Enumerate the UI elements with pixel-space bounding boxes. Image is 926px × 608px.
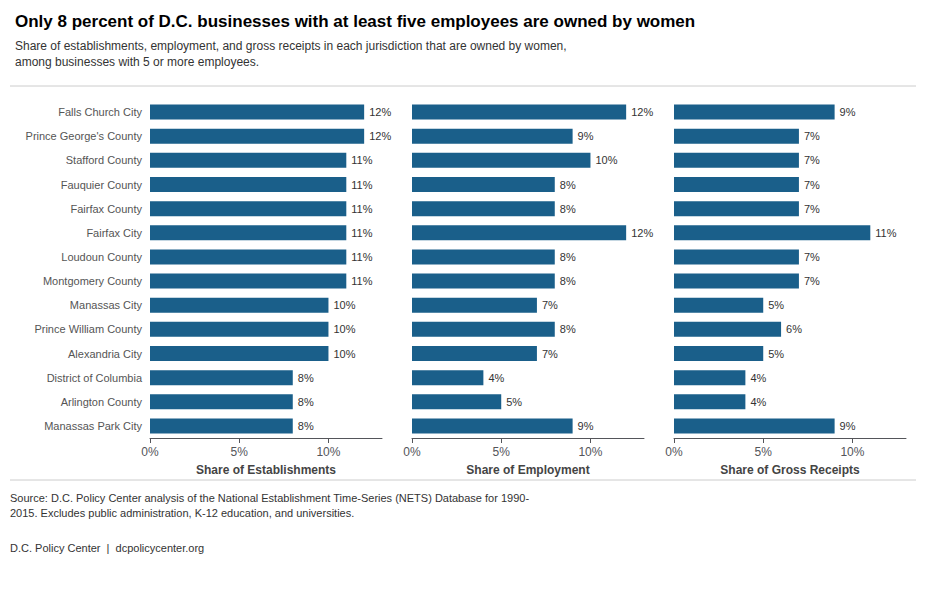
svg-text:12%: 12% <box>369 130 391 142</box>
svg-text:8%: 8% <box>560 275 576 287</box>
svg-text:Loudoun County: Loudoun County <box>61 251 142 263</box>
svg-text:11%: 11% <box>351 154 372 166</box>
svg-text:7%: 7% <box>804 154 820 166</box>
svg-text:Montgomery County: Montgomery County <box>43 275 143 287</box>
svg-text:7%: 7% <box>804 203 820 215</box>
svg-text:12%: 12% <box>631 227 653 239</box>
svg-text:Fairfax City: Fairfax City <box>86 227 142 239</box>
svg-text:7%: 7% <box>542 348 558 360</box>
svg-text:Share of establishments, emplo: Share of establishments, employment, and… <box>15 39 567 53</box>
svg-text:5%: 5% <box>493 445 511 459</box>
svg-text:Share of Establishments: Share of Establishments <box>196 463 336 477</box>
svg-text:8%: 8% <box>298 420 314 432</box>
svg-text:Manassas Park City: Manassas Park City <box>44 420 142 432</box>
svg-text:10%: 10% <box>333 323 355 335</box>
svg-text:Arlington County: Arlington County <box>61 396 143 408</box>
svg-text:Stafford County: Stafford County <box>66 154 143 166</box>
svg-text:2015. Excludes public administ: 2015. Excludes public administration, K-… <box>10 507 354 519</box>
svg-text:12%: 12% <box>631 106 653 118</box>
svg-text:11%: 11% <box>351 203 372 215</box>
svg-text:Falls Church City: Falls Church City <box>58 106 142 118</box>
svg-text:Manassas City: Manassas City <box>70 299 143 311</box>
svg-text:Fairfax County: Fairfax County <box>70 203 142 215</box>
svg-text:10%: 10% <box>333 348 355 360</box>
svg-text:11%: 11% <box>875 227 896 239</box>
svg-text:10%: 10% <box>840 445 864 459</box>
svg-text:11%: 11% <box>351 251 372 263</box>
svg-text:7%: 7% <box>804 275 820 287</box>
svg-text:0%: 0% <box>665 445 683 459</box>
svg-text:4%: 4% <box>488 372 504 384</box>
svg-text:7%: 7% <box>542 299 558 311</box>
svg-text:5%: 5% <box>768 299 784 311</box>
svg-text:8%: 8% <box>560 203 576 215</box>
svg-text:8%: 8% <box>560 323 576 335</box>
svg-text:7%: 7% <box>804 130 820 142</box>
svg-text:0%: 0% <box>403 445 421 459</box>
svg-text:Fauquier County: Fauquier County <box>61 179 143 191</box>
svg-text:9%: 9% <box>840 106 856 118</box>
svg-text:10%: 10% <box>316 445 340 459</box>
svg-text:10%: 10% <box>333 299 355 311</box>
svg-text:Prince William County: Prince William County <box>34 323 142 335</box>
svg-text:10%: 10% <box>578 445 602 459</box>
svg-text:10%: 10% <box>595 154 617 166</box>
svg-text:9%: 9% <box>578 130 594 142</box>
svg-text:D.C. Policy Center | dcpolic: D.C. Policy Center | dcpolicycenter.org <box>10 542 204 554</box>
svg-text:9%: 9% <box>578 420 594 432</box>
svg-text:4%: 4% <box>750 372 766 384</box>
svg-text:8%: 8% <box>298 372 314 384</box>
svg-text:Prince George's County: Prince George's County <box>26 130 143 142</box>
svg-text:5%: 5% <box>231 445 249 459</box>
svg-text:5%: 5% <box>506 396 522 408</box>
svg-text:11%: 11% <box>351 227 372 239</box>
svg-text:Share of Employment: Share of Employment <box>466 463 589 477</box>
svg-text:5%: 5% <box>755 445 773 459</box>
svg-text:8%: 8% <box>298 396 314 408</box>
svg-text:12%: 12% <box>369 106 391 118</box>
svg-text:8%: 8% <box>560 251 576 263</box>
svg-text:0%: 0% <box>141 445 159 459</box>
svg-text:Source: D.C. Policy Center ana: Source: D.C. Policy Center analysis of t… <box>10 492 529 504</box>
svg-text:5%: 5% <box>768 348 784 360</box>
svg-text:8%: 8% <box>560 179 576 191</box>
svg-text:District of Columbia: District of Columbia <box>47 372 143 384</box>
svg-text:11%: 11% <box>351 275 372 287</box>
svg-text:Alexandria City: Alexandria City <box>68 348 142 360</box>
svg-text:among businesses with 5 or mor: among businesses with 5 or more employee… <box>15 55 259 69</box>
svg-text:4%: 4% <box>750 396 766 408</box>
svg-text:7%: 7% <box>804 251 820 263</box>
svg-text:11%: 11% <box>351 179 372 191</box>
svg-text:9%: 9% <box>840 420 856 432</box>
svg-text:Share of Gross Receipts: Share of Gross Receipts <box>720 463 860 477</box>
svg-text:6%: 6% <box>786 323 802 335</box>
svg-text:Only 8 percent of D.C. busines: Only 8 percent of D.C. businesses with a… <box>15 12 695 31</box>
svg-text:7%: 7% <box>804 179 820 191</box>
